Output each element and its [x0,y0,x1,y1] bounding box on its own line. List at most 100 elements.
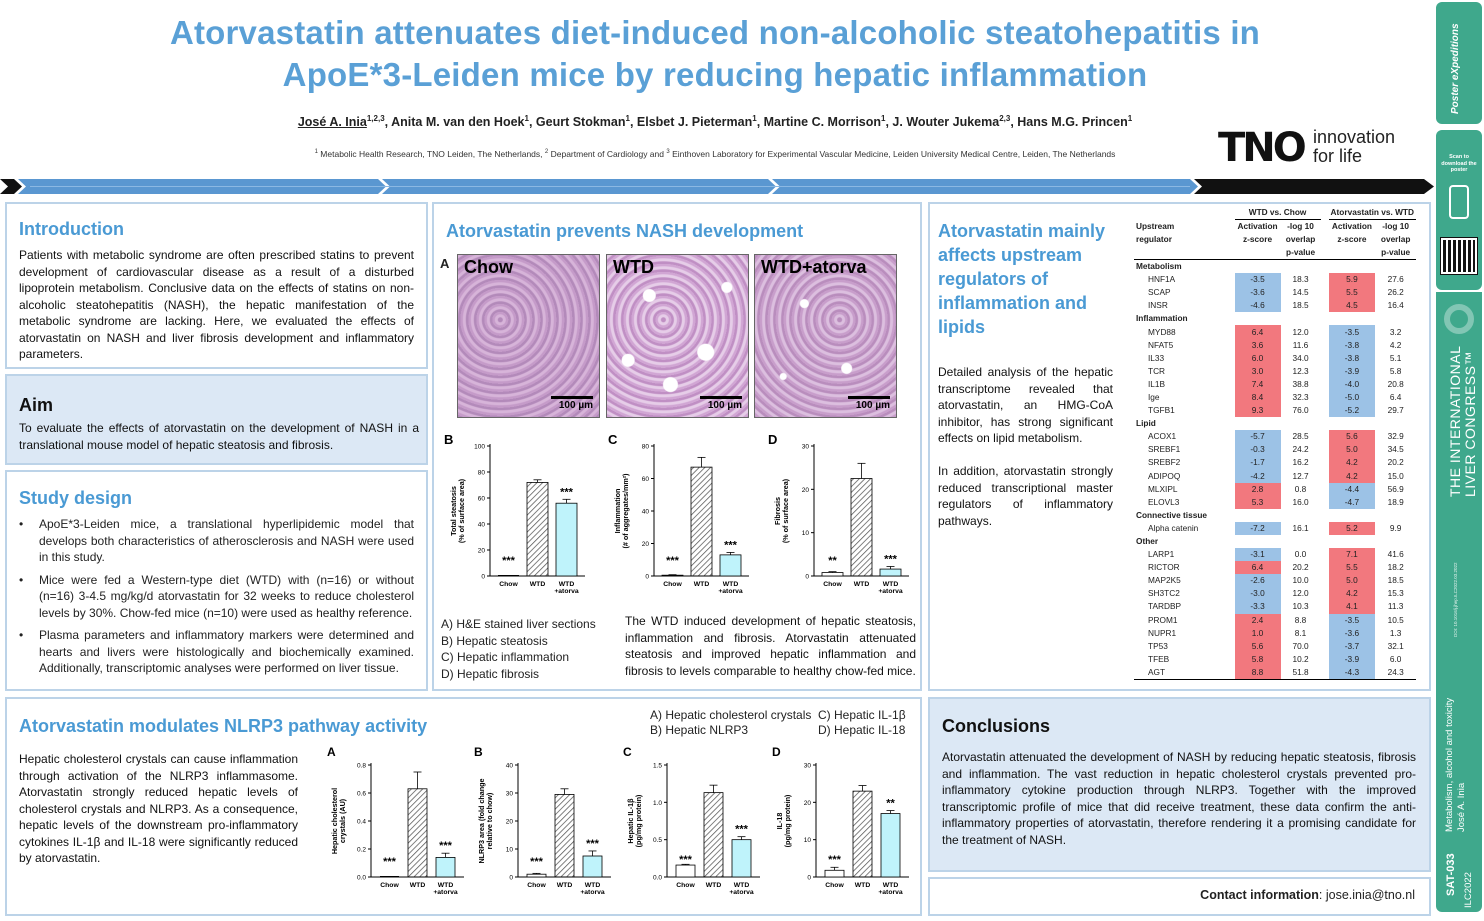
table-row: Lipid [1134,417,1416,430]
y-axis-label: (pg/mg protein) [634,794,643,847]
significance-marker: ** [828,555,837,567]
tno-wordmark: TNO [1218,125,1307,171]
x-tick-label: WTD [559,581,575,588]
table-cell: 5.6 [1234,639,1281,653]
contact-email[interactable]: : jose.inia@tno.nl [1318,888,1415,902]
table-cell: 12.7 [1292,470,1309,481]
table-cell: 4.2 [1328,469,1376,483]
table-cell: -3.8 [1328,338,1376,352]
table-cell: 4.2 [1389,339,1402,350]
table-cell: 12.0 [1292,588,1309,599]
table-row: HNF1A -3.5 18.3 5.9 27.6 [1134,273,1416,287]
table-cell [1321,653,1329,666]
table-row: ACOX1 -5.7 28.5 5.6 32.9 [1134,430,1416,444]
table-cell: 8.1 [1294,627,1307,638]
contact-label: Contact information [1200,888,1319,902]
y-tick-label: 0.2 [357,847,366,854]
table-cell: NUPR1 [1148,627,1177,638]
bar [821,572,844,577]
x-tick-label: Chow [527,882,546,889]
table-cell: 34.0 [1292,352,1309,363]
table-cell: TGFB1 [1148,405,1175,416]
table-cell: 4.5 [1328,299,1376,313]
table-cell: z-score [1337,234,1367,245]
table-cell: Connective tissue [1136,509,1208,520]
significance-marker: *** [884,553,898,565]
qr-code-icon[interactable] [1440,237,1478,275]
table-row: SREBF2 -1.7 16.2 4.2 20.2 [1134,456,1416,470]
table-cell [1321,220,1329,234]
image-label: Chow [464,257,513,277]
table-row: ADIPOQ -4.2 12.7 4.2 15.0 [1134,469,1416,483]
table-cell: Other [1136,536,1159,547]
x-tick-label: +atorva [878,588,903,595]
bar [555,502,578,577]
table-cell: -3.0 [1234,587,1281,601]
congress-sidebar: Poster eXpeditions Scan to download the … [1435,0,1484,921]
table-cell: Inflammation [1136,313,1188,324]
table-cell [1321,365,1329,378]
table-row: Other [1134,535,1416,548]
table-row: SREBF1 -0.3 24.2 5.0 34.5 [1134,443,1416,457]
table-cell [1321,378,1329,391]
legend-item: B) Hepatic NLRP3 [650,722,749,737]
legend-item: C) Hepatic IL-1β [818,708,906,722]
table-cell: 5.8 [1389,365,1402,376]
author-list: José A. Inia1,2,3, Anita M. van den Hoek… [297,114,1133,130]
bar [703,792,724,878]
author-name: Anita M. van den Hoek [391,115,525,130]
table-cell: 16.2 [1292,457,1309,468]
table-row: Upstream Activation -log 10 Activation -log … [1134,220,1416,234]
table-cell: SH3TC2 [1148,588,1180,599]
upstream-text-1: Detailed analysis of the hepatic transcr… [938,365,1113,445]
table-cell [1321,587,1329,600]
table-cell: 8.8 [1294,614,1307,625]
table-cell: 24.2 [1292,444,1309,455]
nlrp3-legend-left: A) Hepatic cholesterol crystals B) Hepat… [650,708,811,737]
table-cell: 24.3 [1375,665,1416,680]
bar [554,794,575,878]
table-cell: 10.2 [1292,653,1309,664]
table-cell: 15.0 [1387,470,1404,481]
table-cell: 38.8 [1292,378,1309,389]
legend-item: A) H&E stained liver sections [441,617,596,631]
table-cell: 26.2 [1387,287,1404,298]
y-tick-label: 20 [506,819,514,826]
table-cell: 4.1 [1328,600,1376,614]
table-cell: 6.0 [1234,351,1281,365]
table-cell: SREBF2 [1148,457,1181,468]
y-tick-label: 0.5 [653,837,662,844]
table-cell: 5.0 [1328,574,1376,588]
congress-name-1: THE INTERNATIONAL [1447,345,1463,497]
table-cell: -1.7 [1234,456,1281,470]
table-cell: NFAT5 [1148,339,1174,350]
bar [852,790,873,878]
congress-logo-icon [1444,304,1474,334]
table-row: Connective tissue [1134,509,1416,522]
table-row: NFAT5 3.6 11.6 -3.8 4.2 [1134,338,1416,352]
significance-marker: *** [586,838,600,850]
table-cell: 76.0 [1292,405,1309,416]
table-cell: -2.6 [1234,574,1281,588]
table-cell: 32.1 [1387,640,1404,651]
table-cell: 20.2 [1387,457,1404,468]
download-box: Scan to download the poster [1436,130,1482,290]
y-axis-label: crystals (AU) [338,798,347,843]
table-cell: 6.0 [1389,653,1402,664]
table-cell: 4.2 [1328,456,1376,470]
table-cell: -3.7 [1328,639,1376,653]
table-cell: -3.5 [1234,273,1281,287]
table-cell [1321,574,1329,587]
x-tick-label: +atorva [580,889,605,896]
y-tick-label: 0.0 [653,875,662,882]
x-tick-label: Chow [380,882,399,889]
table-cell: 70.0 [1292,640,1309,651]
bar [880,813,901,878]
table-row: TCR 3.0 12.3 -3.9 5.8 [1134,364,1416,378]
x-tick-label: Chow [823,581,842,588]
table-cell: 5.6 [1328,430,1376,444]
contact-panel: Contact information: jose.inia@tno.nl [928,877,1431,916]
table-cell: -4.0 [1328,377,1376,391]
table-cell: 12.0 [1292,326,1309,337]
y-axis-label: Hepatic cholesterol [330,788,339,854]
